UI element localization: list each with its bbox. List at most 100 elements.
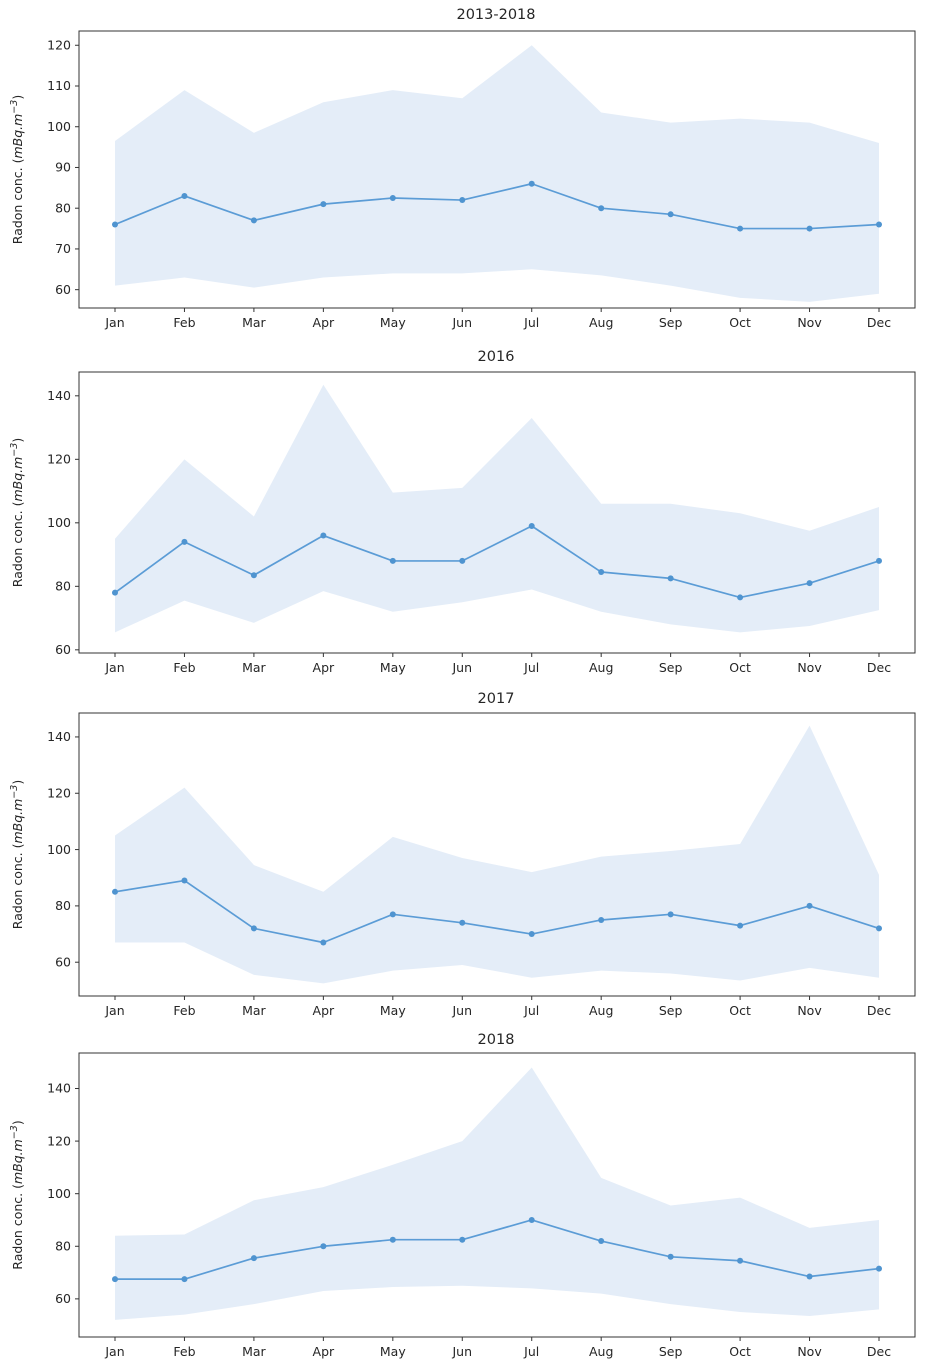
data-point-marker (112, 1276, 118, 1283)
x-tick-label: Jun (452, 1003, 473, 1018)
subplot-2017: 2017 60 80 100 120 140 Jan Feb Mar Apr May Jun Jul A… (0, 686, 925, 1029)
plot-frame (78, 1052, 916, 1338)
x-tick-label: Jan (104, 315, 124, 330)
data-point-marker (250, 572, 257, 579)
x-tick-label: Mar (242, 1344, 266, 1359)
data-point-marker (112, 589, 118, 596)
x-tick-label: Jan (104, 1344, 124, 1359)
chart-svg-2017: 2017 60 80 100 120 140 Jan Feb Mar Apr May Jun Jul A… (9, 691, 916, 1018)
chart-title: 2018 (478, 1032, 515, 1048)
x-tick-label: Jul (523, 315, 539, 330)
data-point-marker (112, 888, 118, 895)
data-point-marker (876, 221, 882, 228)
data-point-markers (112, 877, 882, 946)
x-tick-label: Mar (242, 1003, 266, 1018)
y-axis-ticks: 60 70 80 90 100 110 120 (47, 37, 79, 297)
y-tick-label: 100 (47, 1186, 71, 1201)
data-point-marker (320, 201, 327, 208)
y-tick-label: 60 (55, 282, 71, 297)
data-point-marker (320, 532, 327, 539)
data-point-marker (250, 925, 257, 932)
x-tick-label: Dec (867, 315, 891, 330)
x-tick-label: May (380, 1003, 406, 1018)
data-point-marker (528, 180, 535, 187)
y-axis-label: Radon conc. (mBq.m−3) (9, 780, 25, 929)
y-tick-label: 60 (55, 1291, 71, 1306)
y-tick-label: 80 (55, 898, 71, 913)
x-tick-label: Feb (173, 660, 195, 675)
x-tick-label: Feb (173, 1344, 195, 1359)
data-point-marker (181, 538, 188, 545)
data-point-markers (112, 1216, 882, 1283)
data-point-marker (876, 1265, 882, 1272)
x-tick-label: May (380, 1344, 406, 1359)
x-tick-label: Nov (797, 1344, 822, 1359)
chart-title: 2016 (478, 349, 515, 365)
x-tick-label: Oct (729, 1003, 751, 1018)
y-tick-label: 100 (47, 515, 71, 530)
y-axis-ticks: 60 80 100 120 140 (47, 388, 79, 657)
data-point-marker (389, 195, 396, 202)
x-tick-label: Aug (589, 315, 613, 330)
data-point-marker (598, 205, 605, 212)
y-tick-label: 120 (47, 37, 71, 52)
y-tick-label: 90 (55, 160, 71, 175)
data-point-marker (737, 225, 744, 232)
subplot-2013-2018: 2013-2018 60 70 80 90 100 110 120 Jan Feb Mar Apr M… (0, 0, 925, 343)
x-tick-label: Jun (452, 660, 473, 675)
x-axis-ticks: Jan Feb Mar Apr May Jun Jul Aug Sep Oct Nov Dec (104, 1337, 891, 1359)
y-axis-ticks: 60 80 100 120 140 (47, 1081, 79, 1306)
x-tick-label: May (380, 660, 406, 675)
x-tick-label: Jan (104, 660, 124, 675)
data-point-markers (112, 180, 882, 232)
x-tick-label: Nov (797, 315, 822, 330)
y-axis-ticks: 60 80 100 120 140 (47, 729, 79, 969)
x-tick-label: May (380, 315, 406, 330)
plot-frame (78, 371, 916, 654)
x-tick-label: Apr (313, 660, 335, 675)
data-point-marker (737, 594, 744, 601)
data-point-marker (528, 1216, 535, 1223)
chart-svg-2016: 2016 60 80 100 120 140 Jan Feb Mar Apr May Jun Jul A… (9, 349, 916, 675)
data-point-marker (806, 1273, 813, 1280)
y-axis-label: Radon conc. (mBq.m−3) (9, 1120, 25, 1269)
confidence-band (115, 384, 879, 633)
chart-svg-2013-2018: 2013-2018 60 70 80 90 100 110 120 Jan Feb Mar Apr M… (9, 7, 916, 330)
y-tick-label: 140 (47, 1081, 71, 1096)
data-point-marker (528, 931, 535, 938)
mean-line (114, 1219, 880, 1280)
plot-frame (78, 30, 916, 309)
data-point-marker (806, 580, 813, 587)
x-tick-label: Feb (173, 1003, 195, 1018)
x-tick-label: Sep (659, 1003, 683, 1018)
data-point-marker (250, 1255, 257, 1262)
data-point-marker (598, 569, 605, 576)
y-tick-label: 140 (47, 388, 71, 403)
y-tick-label: 120 (47, 1133, 71, 1148)
x-tick-label: Sep (659, 315, 683, 330)
mean-line (114, 182, 880, 230)
data-point-marker (667, 575, 674, 582)
x-tick-label: Sep (659, 1344, 683, 1359)
x-tick-label: Apr (313, 1344, 335, 1359)
x-tick-label: Jul (523, 660, 539, 675)
x-tick-label: Aug (589, 1003, 613, 1018)
data-point-marker (181, 877, 188, 884)
plot-frame (78, 712, 916, 997)
data-point-marker (876, 557, 882, 564)
x-tick-label: Dec (867, 1003, 891, 1018)
data-point-marker (112, 221, 118, 228)
y-tick-label: 120 (47, 452, 71, 467)
data-point-marker (459, 557, 466, 564)
data-point-marker (667, 1253, 674, 1260)
x-tick-label: Jun (452, 1344, 473, 1359)
data-point-marker (320, 1243, 327, 1250)
data-point-marker (181, 1276, 188, 1283)
x-tick-label: Oct (729, 660, 751, 675)
x-tick-label: Aug (589, 1344, 613, 1359)
x-tick-label: Jul (523, 1344, 539, 1359)
data-point-marker (667, 911, 674, 918)
x-tick-label: Apr (313, 1003, 335, 1018)
data-point-marker (598, 1238, 605, 1245)
